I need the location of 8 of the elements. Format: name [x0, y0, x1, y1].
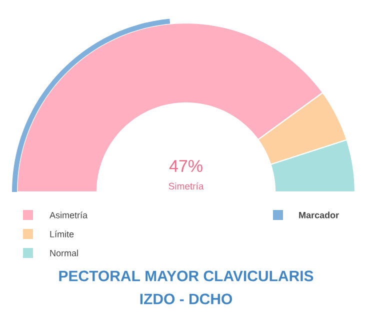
text: Simetría	[168, 182, 204, 190]
text: PECTORAL MAYOR CLAVICULARIS	[59, 270, 314, 282]
category-label: Marcador	[299, 212, 339, 218]
legend-label: Límite	[50, 230, 74, 238]
legend-label: Asimetría	[50, 212, 88, 218]
data-label: 47%	[169, 160, 202, 172]
legend-label: Normal	[50, 250, 78, 256]
text: IZDO - DCHO	[140, 294, 232, 304]
